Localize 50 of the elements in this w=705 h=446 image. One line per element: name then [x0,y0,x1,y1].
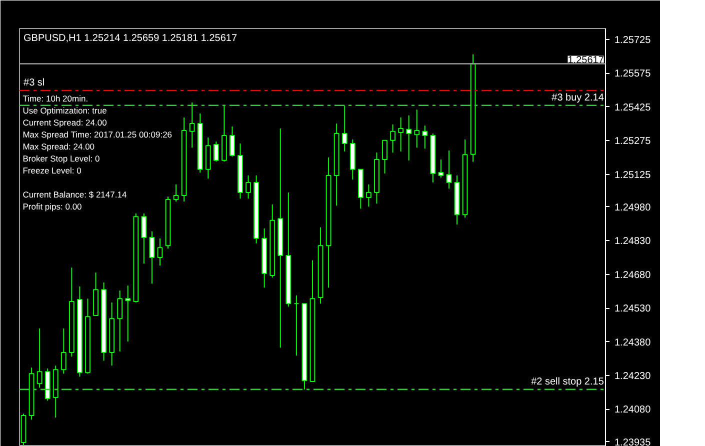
text: GBPUSD,H1 1.25214 1.25659 1.25181 1.25617 [24,33,238,44]
ref-line-label: #3 buy 2.14 [552,92,604,104]
candlestick [36,328,42,388]
candlestick [382,140,388,174]
annotation: Max Spread Time: 2017.01.25 00:09:26 [22,130,172,140]
y-tick-label: 1.25725 [614,35,652,46]
annotation: Current Spread: 24.00 [22,118,108,128]
y-tick-label: 1.25275 [614,136,652,148]
y-tick-label: 1.24380 [614,337,652,348]
annotation: Current Balance: $ 2147.14 [22,190,127,200]
annotation: Time: 10h 20min. [22,94,88,104]
candlestick [438,159,444,178]
y-tick-label: 1.24230 [614,370,652,382]
candlestick [398,116,404,152]
annotation: Profit pips: 0.00 [22,202,82,212]
y-tick-label: 1.24530 [614,304,652,315]
candlestick [205,136,211,180]
candlestick [173,184,179,202]
annotation: Freeze Level: 0 [22,166,82,176]
annotation: Use Optimization: true [22,106,108,116]
ref-line-label: #3 sl [24,78,45,89]
candlestick [117,290,123,352]
candlestick [230,126,235,158]
candlestick [213,141,219,162]
y-tick-label: 1.24830 [614,236,652,248]
annotation: Broker Stop Level: 0 [22,154,100,164]
y-tick-label: 1.24080 [614,404,652,416]
candlestick [406,114,412,161]
candlestick [422,125,428,150]
annotation: Max Spread: 24.00 [22,142,95,152]
y-tick-label: 1.24680 [614,270,652,281]
candlestick [446,150,452,190]
candlestick [342,105,348,152]
candlestick [60,328,66,374]
ref-line-label: 1.25617 [568,54,604,66]
candlestick [149,230,155,284]
ref-line-label: #2 sell stop 2.15 [531,376,604,388]
y-tick-label: 1.24980 [614,202,652,214]
y-tick-label: 1.25425 [614,102,652,114]
candlestick [414,109,420,148]
candlestick [125,285,131,342]
candlestick [157,238,163,266]
y-tick-label: 1.23935 [614,437,652,446]
candlestick [246,174,251,200]
candlestick [390,124,396,154]
y-tick-label: 1.25125 [614,170,652,181]
candlestick [189,102,195,148]
candlestick [141,212,147,264]
y-tick-label: 1.25575 [614,68,652,80]
candlestick [366,184,372,207]
